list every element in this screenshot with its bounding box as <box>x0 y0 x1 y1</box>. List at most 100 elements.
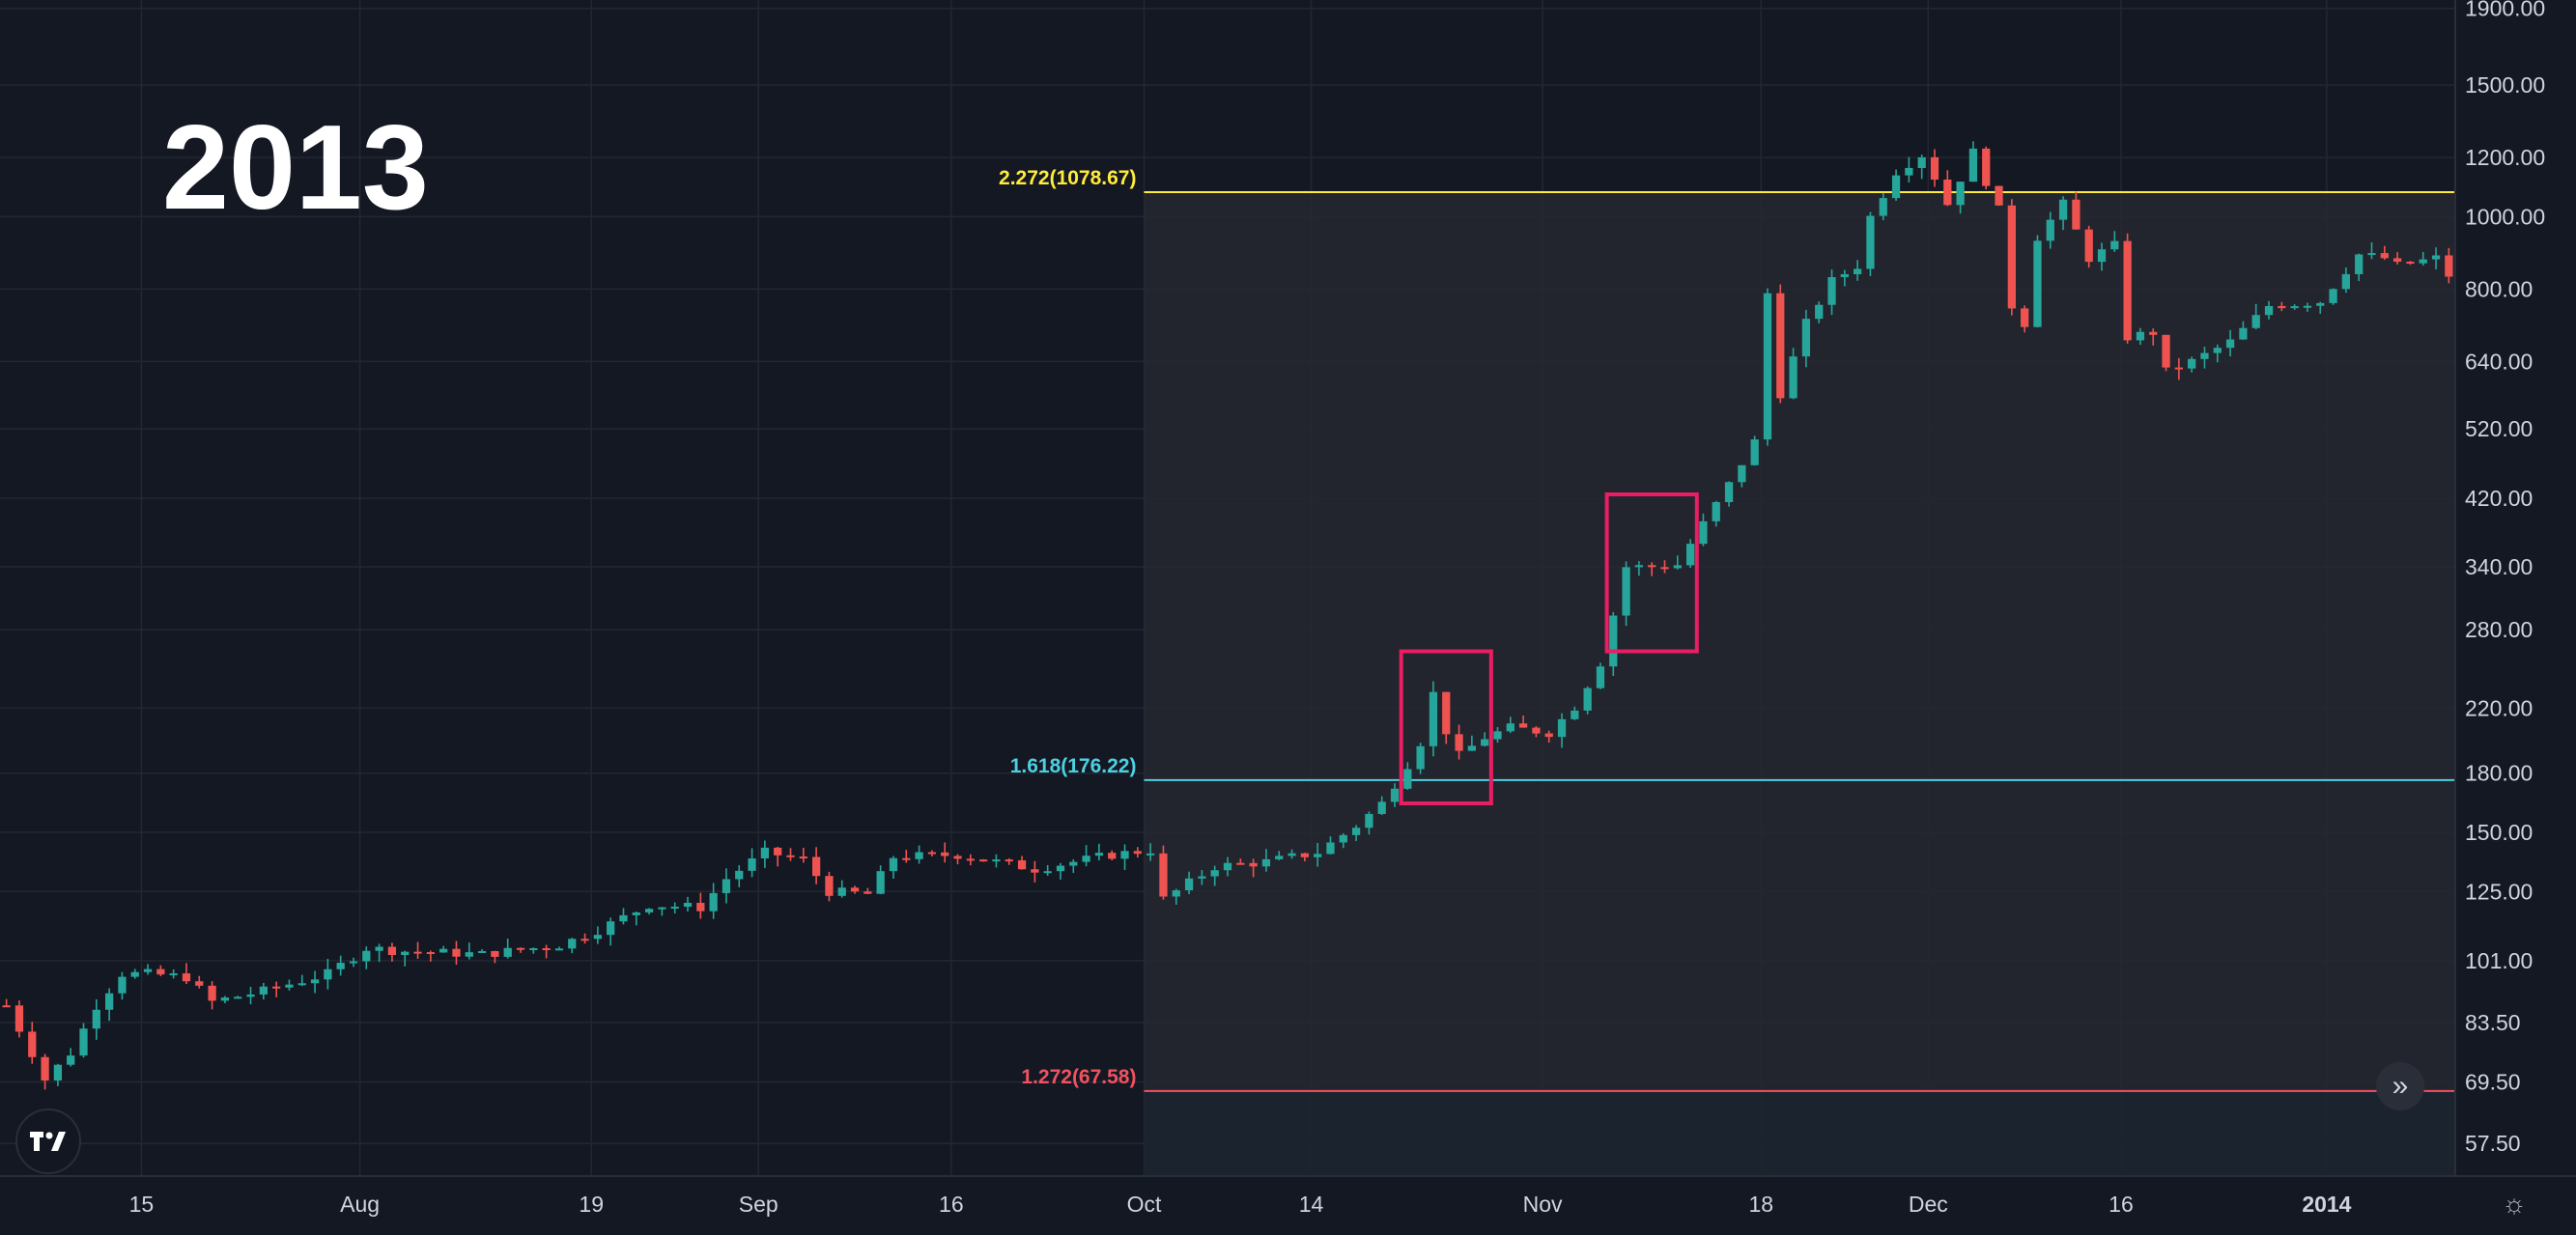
candle <box>1377 796 1386 816</box>
candle-body <box>2431 255 2441 260</box>
candle <box>401 950 410 967</box>
candle <box>1660 560 1669 574</box>
candle <box>324 959 332 990</box>
candle-body <box>979 859 988 862</box>
candle <box>1506 716 1514 734</box>
time-tick-label: Dec <box>1909 1192 1948 1217</box>
candle-body <box>1172 890 1180 897</box>
price-tick-label: 420.00 <box>2465 486 2533 511</box>
candle-body <box>1866 215 1875 269</box>
candle <box>2097 242 2107 271</box>
candle <box>1108 850 1117 860</box>
candle-body <box>811 856 821 877</box>
candle <box>516 947 525 953</box>
candle <box>387 942 397 962</box>
candle-body <box>336 963 345 969</box>
candle-body <box>1840 273 1849 278</box>
candle <box>1518 716 1528 728</box>
time-tick-label: 2014 <box>2302 1192 2351 1217</box>
time-axis[interactable]: 15 Aug 19 Sep 16 Oct 14 Nov 18 Dec 16 2014 <box>129 1192 2352 1217</box>
scroll-to-realtime-button[interactable]: » <box>2376 1062 2424 1110</box>
fibonacci-level-label: 1.618(176.22) <box>1010 755 1137 777</box>
candle <box>2046 211 2054 249</box>
candle <box>2380 245 2389 261</box>
candle-body <box>1416 745 1425 770</box>
price-tick-label: 1900.00 <box>2465 0 2545 21</box>
candle-body <box>92 1009 100 1029</box>
price-axis[interactable]: 1900.00 1500.00 1200.00 1000.00 800.00 640.00… <box>2465 0 2545 1156</box>
candle <box>2084 225 2093 268</box>
candle-body <box>1596 666 1605 688</box>
candle <box>825 871 834 902</box>
candle <box>1236 858 1245 865</box>
candle-body <box>1198 876 1206 879</box>
candle-body <box>760 847 770 858</box>
candle <box>336 955 345 976</box>
candle-body <box>837 887 846 896</box>
candle-body <box>491 950 499 957</box>
candle <box>1648 562 1656 576</box>
gear-icon[interactable]: ☼ <box>2502 1189 2527 1219</box>
candle <box>1365 811 1373 835</box>
candle <box>477 949 487 953</box>
candle-body <box>130 971 139 977</box>
candle-body <box>1763 293 1772 440</box>
price-tick-label: 69.50 <box>2465 1070 2521 1095</box>
candle-body <box>2406 262 2415 265</box>
candle <box>658 907 666 916</box>
candle-body <box>67 1055 75 1065</box>
candle-body <box>1905 167 1913 176</box>
candle <box>1968 141 1978 182</box>
candle <box>2007 199 2016 316</box>
fibonacci-level-label: 2.272(1078.67) <box>999 167 1136 189</box>
candle-body <box>1288 853 1296 856</box>
candle <box>104 988 114 1022</box>
candle <box>2406 261 2415 266</box>
candle-body <box>1518 723 1528 728</box>
tradingview-logo-icon[interactable] <box>15 1109 81 1174</box>
candle-body <box>1069 861 1078 866</box>
candle <box>2174 357 2183 380</box>
candle <box>349 957 358 968</box>
candle-body <box>542 947 551 950</box>
candle <box>2290 304 2299 310</box>
candle-body <box>53 1064 63 1081</box>
candle-body <box>1082 856 1090 862</box>
price-tick-label: 101.00 <box>2465 948 2533 973</box>
candle-body <box>401 951 410 955</box>
candle-body <box>1995 185 2003 206</box>
candle-body <box>2162 334 2170 368</box>
candle <box>568 938 577 954</box>
candle <box>1403 762 1412 790</box>
candle-body <box>915 852 923 859</box>
candle-body <box>118 976 127 994</box>
candle <box>2188 356 2196 373</box>
candle <box>1827 269 1836 316</box>
candle <box>1467 735 1476 751</box>
candle <box>2021 305 2029 333</box>
candle <box>491 950 499 964</box>
candle <box>966 854 975 866</box>
candle-body <box>195 981 204 986</box>
candle-body <box>709 892 718 912</box>
candle-body <box>2278 305 2286 309</box>
candle <box>1043 864 1052 876</box>
candle <box>156 965 165 976</box>
candle <box>1712 500 1720 527</box>
time-tick-label: 14 <box>1299 1192 1324 1217</box>
candle <box>1634 561 1644 576</box>
candle <box>811 847 821 884</box>
candle-body <box>1031 869 1039 873</box>
candle-body <box>670 906 679 909</box>
candle <box>953 854 962 865</box>
candle-body <box>1956 182 1965 206</box>
candle-body <box>2110 240 2119 250</box>
candle-body <box>1622 567 1630 616</box>
candle-body <box>1429 691 1438 746</box>
candle-body <box>1634 565 1644 568</box>
candle <box>1982 146 1991 190</box>
candle <box>208 981 216 1010</box>
candle <box>1557 713 1567 748</box>
candle-body <box>1660 567 1669 570</box>
